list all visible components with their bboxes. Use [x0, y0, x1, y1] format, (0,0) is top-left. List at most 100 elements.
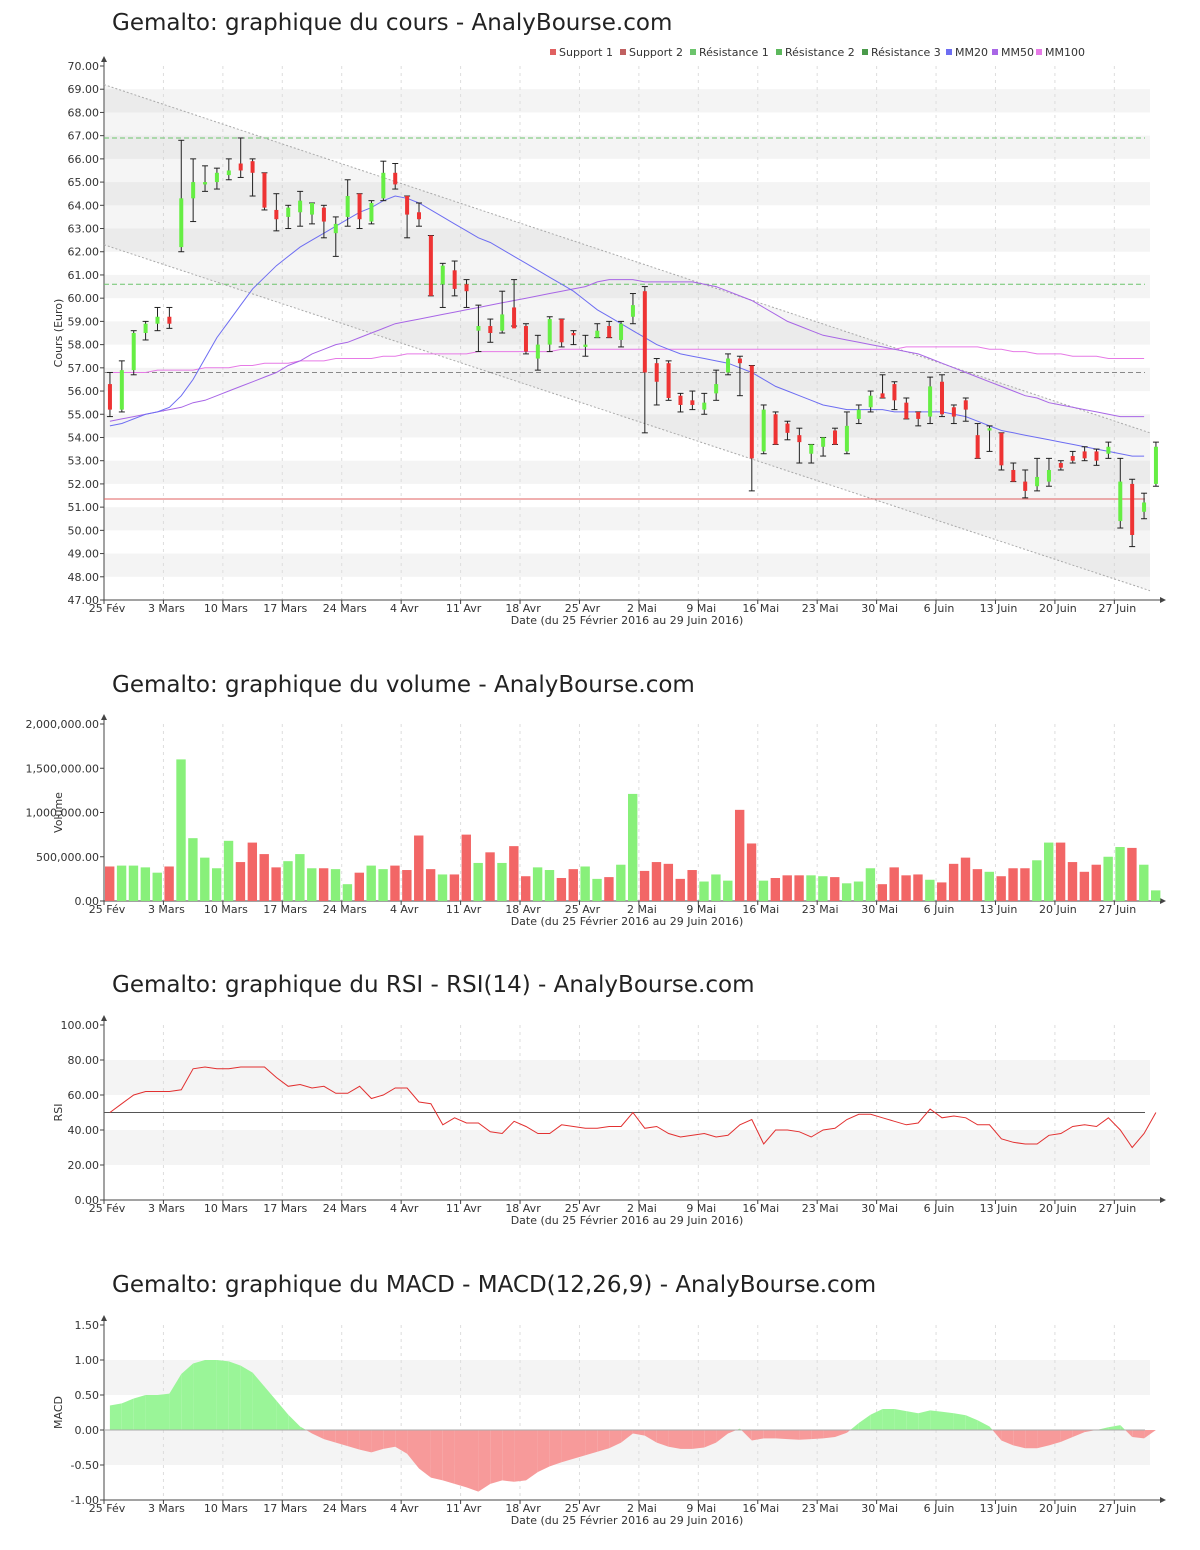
volume-bar — [354, 872, 364, 901]
macd-negative-area — [312, 1430, 324, 1440]
macd-negative-area — [419, 1430, 431, 1478]
y-tick-label: 1.50 — [75, 1319, 100, 1332]
volume-bar — [116, 865, 127, 901]
candle-body — [107, 384, 112, 410]
macd-negative-area — [656, 1430, 669, 1447]
x-tick-label: 27 Juin — [1098, 1502, 1136, 1515]
candle-body — [1070, 456, 1075, 461]
candle-body — [476, 326, 481, 331]
macd-negative-area — [1060, 1430, 1073, 1442]
y-tick-label: 70.00 — [68, 60, 100, 73]
volume-bar — [318, 868, 329, 901]
candle-body — [214, 172, 219, 183]
macd-negative-area — [632, 1430, 645, 1436]
mm50-line — [109, 279, 1145, 422]
candle-body — [440, 265, 445, 285]
y-tick-label: 59.00 — [68, 315, 100, 328]
macd-negative-area — [763, 1430, 776, 1439]
volume-bar — [1044, 842, 1054, 901]
y-axis-arrow — [101, 714, 107, 720]
x-tick-label: 23 Mai — [802, 602, 839, 615]
y-tick-label: 50.00 — [68, 524, 100, 537]
x-tick-label: 10 Mars — [204, 1502, 248, 1515]
volume-bar — [532, 867, 543, 901]
volume-bar — [901, 875, 911, 901]
y-tick-label: 1.00 — [75, 1354, 100, 1367]
macd-negative-area — [359, 1430, 372, 1453]
macd-negative-area — [585, 1430, 598, 1456]
y-tick-label: 80.00 — [68, 1054, 100, 1067]
x-tick-label: 30 Mai — [861, 903, 898, 916]
candle-body — [666, 363, 671, 399]
macd-positive-area — [240, 1365, 253, 1430]
candle-body — [369, 202, 374, 222]
x-tick-label: 4 Avr — [390, 903, 419, 916]
x-tick-label: 2 Mai — [627, 903, 657, 916]
legend-item: Résistance 2 — [785, 46, 855, 59]
macd-negative-area — [306, 1430, 312, 1434]
volume-bar — [699, 881, 709, 901]
volume-bar — [1091, 864, 1101, 901]
rsi-chart: 0.00 20.00 40.00 60.00 80.00 100.00 25 Fév 3 Ma… — [52, 1015, 1166, 1227]
volume-bar — [996, 876, 1006, 901]
volume-bar — [960, 857, 971, 901]
x-tick-label: 9 Mai — [686, 1502, 716, 1515]
x-tick-label: 23 Mai — [802, 1202, 839, 1215]
candle-body — [203, 182, 208, 185]
macd-negative-area — [526, 1430, 538, 1481]
y-axis-label: Volume — [52, 792, 65, 833]
x-tick-label: 11 Avr — [446, 1202, 482, 1215]
macd-negative-area — [799, 1430, 812, 1440]
candle-body — [963, 400, 968, 410]
volume-bar — [806, 875, 816, 901]
macd-negative-area — [478, 1430, 491, 1492]
candle-body — [619, 323, 624, 340]
candle-body — [226, 170, 231, 176]
x-tick-label: 3 Mars — [148, 903, 185, 916]
candle-body — [726, 358, 731, 373]
grid-band — [104, 182, 1150, 206]
candle-body — [523, 326, 528, 352]
x-tick-label: 2 Mai — [627, 1502, 657, 1515]
x-tick-label: 10 Mars — [204, 1202, 248, 1215]
macd-negative-area — [514, 1430, 526, 1482]
y-tick-label: 100.00 — [61, 1019, 100, 1032]
volume-bar — [711, 874, 721, 901]
x-tick-label: 3 Mars — [148, 1202, 185, 1215]
volume-bar — [425, 869, 436, 901]
candle-body — [274, 209, 279, 220]
macd-negative-area — [704, 1430, 717, 1448]
legend-item: MM50 — [1001, 46, 1034, 59]
macd-negative-area — [741, 1430, 752, 1441]
macd-negative-area — [1037, 1430, 1049, 1449]
volume-chart-title: Gemalto: graphique du volume - AnalyBour… — [112, 672, 695, 698]
y-tick-label: 68.00 — [68, 106, 100, 119]
macd-positive-area — [264, 1386, 277, 1430]
candle-body — [310, 202, 315, 215]
volume-bar — [984, 871, 994, 901]
macd-negative-area — [823, 1430, 835, 1439]
legend-item: Support 2 — [629, 46, 683, 59]
x-tick-label: 4 Avr — [390, 1502, 419, 1515]
macd-negative-area — [992, 1430, 1002, 1441]
macd-negative-area — [490, 1430, 503, 1484]
volume-bar — [105, 866, 115, 901]
candle-body — [405, 196, 410, 215]
x-tick-label: 11 Avr — [446, 602, 482, 615]
y-tick-label: 500,000.00 — [36, 851, 99, 864]
macd-negative-area — [407, 1430, 419, 1469]
trend-channel — [104, 84, 1150, 591]
candle-body — [131, 333, 136, 371]
y-tick-label: 66.00 — [68, 153, 100, 166]
y-tick-label: 40.00 — [68, 1124, 100, 1137]
candle-body — [1046, 469, 1051, 482]
legend-item: Résistance 1 — [699, 46, 769, 59]
candle-body — [856, 409, 861, 419]
candle-body — [939, 381, 944, 415]
candle-body — [714, 384, 719, 394]
volume-bar — [580, 866, 590, 901]
volume-bar — [188, 838, 198, 901]
candle-body — [345, 196, 350, 217]
macd-negative-area — [466, 1430, 479, 1492]
grid-band — [104, 89, 1150, 113]
